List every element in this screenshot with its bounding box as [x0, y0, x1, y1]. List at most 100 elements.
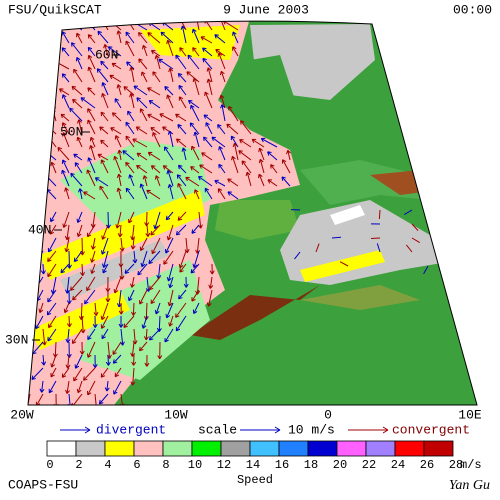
- wind-arrow: [130, 276, 135, 288]
- time: 00:00: [453, 2, 492, 17]
- wind-arrow: [125, 161, 135, 174]
- wind-arrow: [127, 289, 135, 302]
- wind-arrow: [190, 166, 200, 174]
- wind-arrow: [100, 139, 109, 148]
- wind-arrow: [83, 367, 96, 381]
- map-frame: [27, 20, 478, 406]
- wind-arrow: [80, 263, 85, 277]
- wind-arrow: [47, 250, 57, 263]
- wind-arrow: [163, 250, 174, 265]
- wind-arrow: [166, 169, 174, 187]
- wind-arrow: [31, 367, 44, 380]
- wind-arrow: [411, 223, 419, 231]
- ocean-speed-zone: [60, 240, 170, 300]
- wind-arrow: [219, 70, 226, 83]
- colorbar-label: 26: [420, 458, 434, 472]
- wind-arrow: [228, 105, 239, 122]
- wind-arrow: [149, 276, 161, 291]
- wind-arrow: [73, 367, 83, 382]
- wind-arrow: [138, 58, 148, 70]
- wind-arrow: [101, 82, 109, 96]
- wind-arrow: [199, 164, 213, 174]
- wind-arrow: [40, 263, 46, 275]
- med-speed-zone: [330, 205, 365, 225]
- wind-arrow: [217, 52, 226, 70]
- wind-arrow: [139, 183, 148, 200]
- wind-arrow: [118, 302, 124, 315]
- date: 9 June 2003: [223, 2, 309, 17]
- wind-arrow: [208, 276, 214, 289]
- wind-arrow: [281, 176, 291, 187]
- wind-arrow: [130, 237, 136, 250]
- wind-arrow: [131, 302, 137, 316]
- wind-arrow: [204, 91, 213, 109]
- wind-arrow: [378, 209, 381, 220]
- wind-arrow: [148, 100, 161, 109]
- med-speed-zone: [300, 250, 385, 282]
- wind-arrow: [258, 173, 265, 187]
- atlas: [190, 285, 320, 340]
- wind-arrow: [154, 54, 161, 70]
- wind-arrow: [150, 289, 161, 305]
- wind-arrow: [87, 34, 96, 44]
- colorbar-swatch: [104, 440, 135, 457]
- wind-arrow: [190, 263, 200, 274]
- colorbar-swatch: [220, 440, 251, 457]
- wind-arrow: [191, 145, 200, 161]
- wind-arrow: [219, 94, 226, 109]
- colorbar-swatch: [75, 440, 106, 457]
- colorbar-label: 6: [133, 458, 140, 472]
- wind-arrow: [187, 99, 200, 109]
- wind-arrow: [175, 54, 187, 70]
- wind-arrow: [119, 237, 125, 252]
- wind-arrow: [100, 367, 109, 378]
- wind-arrow: [205, 122, 213, 135]
- wind-arrow: [187, 54, 200, 70]
- wind-arrow: [238, 150, 252, 161]
- wind-arrow: [28, 354, 31, 366]
- wind-arrow: [93, 302, 99, 316]
- colorbar-swatch: [394, 440, 425, 457]
- wind-arrow: [198, 176, 213, 187]
- colorbar-label: 2: [75, 458, 82, 472]
- wind-arrow: [239, 139, 252, 148]
- wind-arrow: [200, 36, 213, 44]
- wind-arrow: [100, 315, 109, 329]
- wind-arrow: [110, 127, 122, 135]
- wind-arrow: [61, 159, 70, 174]
- colorbar-swatch: [249, 440, 280, 457]
- wind-arrow: [36, 170, 44, 187]
- colorbar-swatch: [307, 440, 338, 457]
- wind-arrow: [140, 250, 148, 268]
- wind-arrow: [148, 250, 161, 265]
- wind-arrow: [150, 165, 161, 174]
- wind-arrow: [177, 211, 187, 221]
- wind-arrow: [94, 393, 99, 405]
- wind-arrow: [185, 176, 200, 187]
- wind-arrow: [44, 49, 57, 57]
- wind-arrow: [70, 42, 83, 57]
- wind-arrow: [139, 341, 148, 352]
- wind-arrow: [64, 224, 70, 241]
- wind-arrow: [123, 86, 135, 96]
- lon-label: 20W: [10, 407, 34, 422]
- wind-arrow: [86, 380, 96, 396]
- wind-arrow: [130, 367, 136, 386]
- wind-arrow: [204, 187, 213, 200]
- wind-arrow: [226, 123, 239, 135]
- wind-arrow: [76, 136, 83, 148]
- wind-arrow: [76, 380, 83, 394]
- wind-arrow: [135, 126, 148, 135]
- wind-arrow: [87, 87, 96, 96]
- wind-arrow: [193, 131, 200, 148]
- wind-arrow: [129, 66, 135, 83]
- scale-value: 10 m/s: [288, 422, 335, 437]
- wind-arrow: [215, 48, 226, 57]
- wind-arrow: [214, 179, 226, 187]
- wind-arrow: [61, 73, 70, 83]
- divergent-label: divergent: [96, 422, 166, 437]
- wind-arrow: [87, 328, 96, 341]
- wind-arrow: [86, 169, 96, 187]
- lon-label: 10E: [458, 407, 482, 422]
- wind-arrow: [267, 179, 278, 187]
